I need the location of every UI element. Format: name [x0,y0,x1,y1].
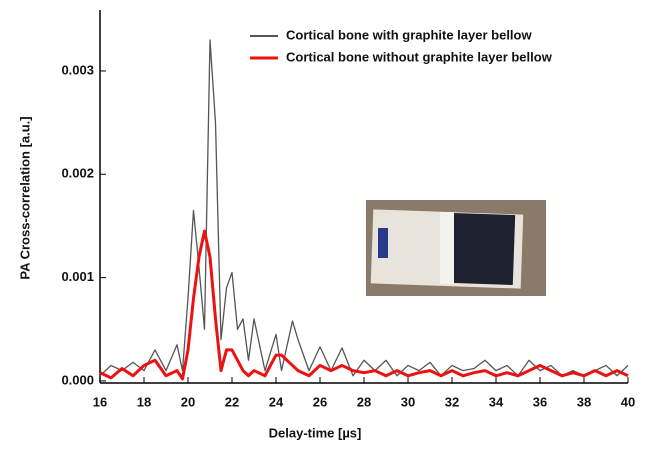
x-tick-label: 26 [313,394,327,409]
x-tick-label: 22 [225,394,239,409]
y-axis-label: PA Cross-correlation [a.u.] [17,116,32,279]
x-tick-label: 30 [401,394,415,409]
legend-label: Cortical bone without graphite layer bel… [286,49,553,64]
x-tick-label: 36 [533,394,547,409]
x-axis-label: Delay-time [µs] [269,425,362,440]
x-tick-label: 16 [93,394,107,409]
y-tick-label: 0.000 [61,372,94,387]
x-tick-label: 40 [621,394,635,409]
x-tick-label: 18 [137,394,151,409]
series-line [99,39,629,377]
x-tick-label: 20 [181,394,195,409]
x-tick-label: 28 [357,394,371,409]
x-tick-label: 32 [445,394,459,409]
x-tick-label: 34 [489,394,504,409]
x-tick-label: 38 [577,394,591,409]
inset-photo [366,200,546,296]
legend-label: Cortical bone with graphite layer bellow [286,27,532,42]
y-tick-label: 0.001 [61,269,94,284]
y-tick-label: 0.002 [61,166,94,181]
x-tick-label: 24 [269,394,284,409]
y-tick-label: 0.003 [61,62,94,77]
series-line [99,229,629,381]
